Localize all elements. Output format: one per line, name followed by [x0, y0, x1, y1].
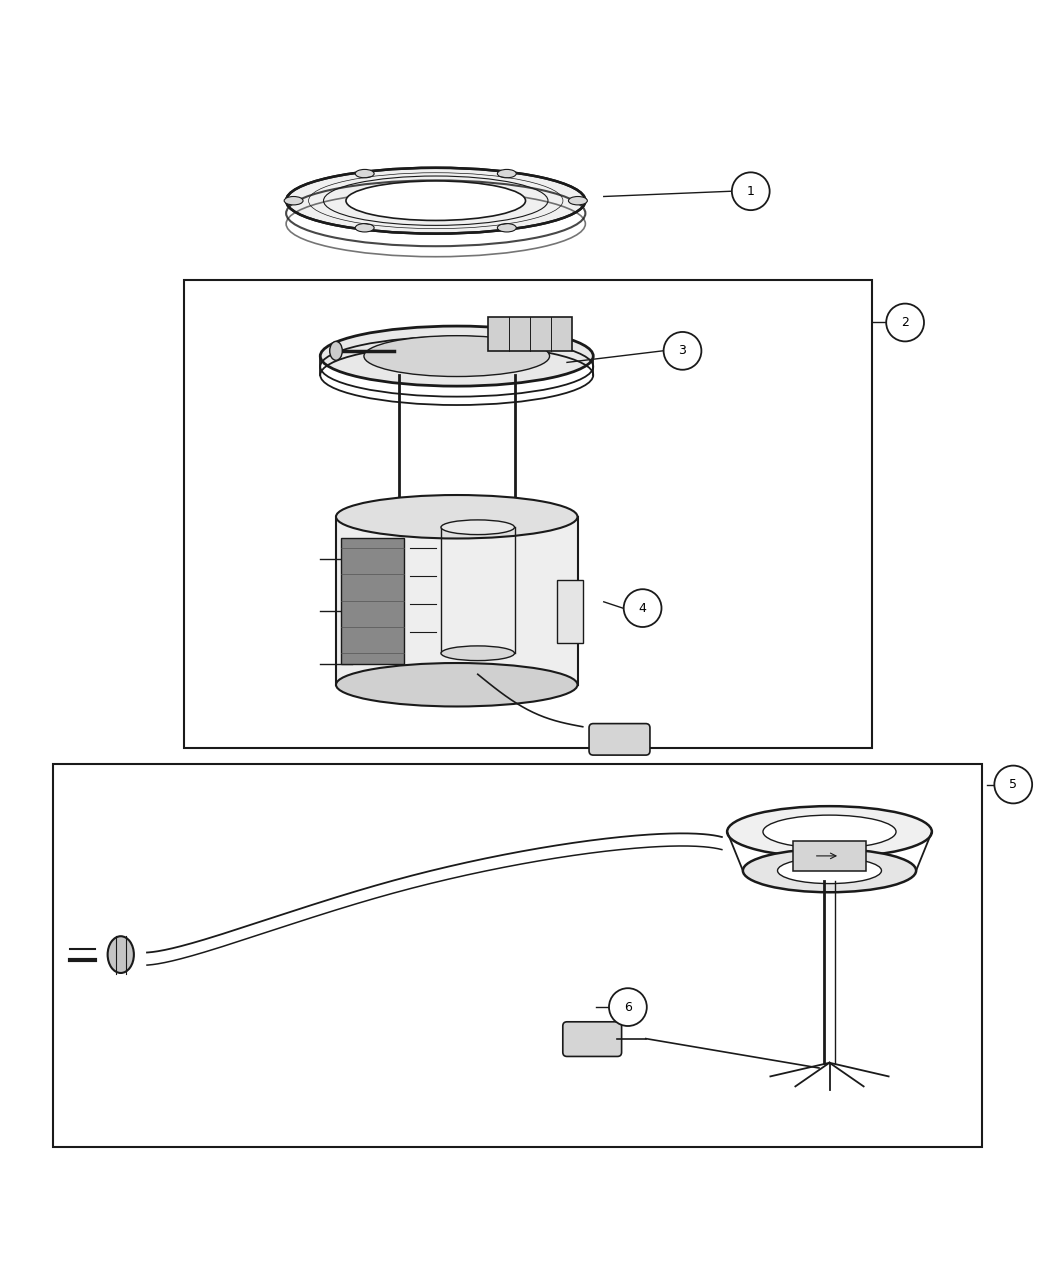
- Bar: [184, 280, 872, 747]
- Circle shape: [609, 988, 647, 1026]
- Ellipse shape: [777, 858, 882, 884]
- Text: 2: 2: [901, 316, 909, 329]
- Ellipse shape: [498, 170, 517, 177]
- Bar: [52, 764, 982, 1146]
- Ellipse shape: [364, 335, 549, 376]
- Text: 6: 6: [624, 1001, 632, 1014]
- Bar: [488, 317, 572, 351]
- Ellipse shape: [441, 646, 514, 660]
- FancyBboxPatch shape: [589, 724, 650, 755]
- Circle shape: [994, 765, 1032, 803]
- Ellipse shape: [727, 806, 932, 857]
- Ellipse shape: [336, 495, 578, 538]
- Ellipse shape: [441, 520, 514, 534]
- Ellipse shape: [498, 223, 517, 232]
- Bar: [793, 842, 866, 871]
- Text: 1: 1: [747, 185, 755, 198]
- Text: 3: 3: [678, 344, 687, 357]
- Circle shape: [624, 589, 662, 627]
- Ellipse shape: [285, 196, 303, 205]
- Circle shape: [886, 303, 924, 342]
- Ellipse shape: [286, 168, 586, 233]
- Bar: [556, 580, 583, 643]
- Text: 5: 5: [1009, 778, 1017, 790]
- Circle shape: [732, 172, 770, 210]
- Polygon shape: [336, 516, 578, 685]
- FancyBboxPatch shape: [563, 1021, 622, 1057]
- Ellipse shape: [320, 326, 593, 386]
- Text: 4: 4: [638, 602, 647, 615]
- Ellipse shape: [355, 170, 374, 177]
- Ellipse shape: [336, 663, 578, 706]
- Ellipse shape: [763, 815, 896, 848]
- Ellipse shape: [346, 181, 525, 221]
- Bar: [341, 538, 404, 664]
- Ellipse shape: [355, 223, 374, 232]
- Ellipse shape: [743, 849, 916, 892]
- Ellipse shape: [107, 936, 134, 973]
- Ellipse shape: [568, 196, 587, 205]
- Circle shape: [664, 332, 701, 370]
- Ellipse shape: [330, 342, 342, 361]
